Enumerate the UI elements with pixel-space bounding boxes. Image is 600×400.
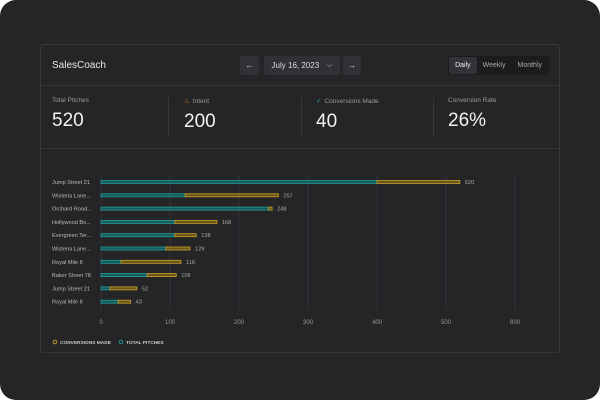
x-tick-label: 400 [372, 320, 383, 326]
x-tick-label: 0 [99, 320, 103, 326]
legend-label: TOTAL PITCHES [126, 340, 164, 346]
divider [41, 148, 559, 149]
x-tick-label: 300 [303, 320, 314, 326]
divider [301, 97, 302, 137]
category-label: Baker Street 78 [52, 273, 91, 279]
bar-total-label: 109 [181, 273, 190, 279]
bar-total-label: 520 [465, 180, 474, 186]
bar-total-pitches [100, 246, 167, 251]
prev-date-button[interactable]: ← [240, 56, 259, 75]
category-label: Orchard Road... [52, 207, 92, 213]
category-label: Jump Street 21 [52, 180, 90, 186]
category-label: Royal Mile 8 [52, 260, 83, 266]
flame-icon: ♨ [184, 98, 190, 105]
stat-value: 26% [448, 110, 487, 131]
stat-value: 520 [52, 110, 84, 131]
bar-chart: 0 100 200 300 400 500 600 Jump Street 21 520 Wist… [52, 175, 521, 346]
bar-total-label: 138 [201, 233, 210, 239]
bar-conversions [376, 180, 461, 184]
bar-conversions [109, 286, 138, 291]
period-toggle: Daily Weekly Monthly [448, 56, 549, 75]
bar-conversions [117, 299, 132, 304]
category-label: Jump Street 21 [52, 286, 90, 292]
stat-label: Total Pitches [52, 97, 89, 104]
bar-total-pitches [100, 193, 186, 198]
category-label: Wisteria Lane... [52, 193, 91, 199]
app-title: SalesCoach [52, 60, 106, 71]
bar-conversions [120, 259, 182, 264]
category-label: Hollywood Bo... [52, 220, 91, 226]
bar-total-label: 129 [195, 247, 204, 253]
chevron-down-icon: ⌵ [327, 61, 333, 69]
x-tick-label: 200 [234, 320, 245, 326]
divider [168, 97, 169, 137]
divider [41, 85, 559, 86]
bar-total-pitches [100, 273, 148, 277]
stat-label: Intent [192, 97, 210, 105]
x-tick-label: 100 [165, 320, 176, 326]
bar-total-pitches [100, 206, 270, 211]
stat-conversion-rate: Conversion Rate 26% [448, 97, 496, 137]
bar-total-pitches [100, 180, 378, 184]
category-label: Evergreen Ter... [52, 233, 92, 239]
category-label: Wisteria Lane... [52, 247, 91, 253]
bar-conversions [165, 246, 191, 251]
legend-label: CONVERSIONS MADE [60, 340, 112, 346]
x-tick-label: 600 [510, 320, 521, 326]
bar-total-label: 168 [222, 220, 231, 226]
stat-value: 200 [184, 111, 216, 132]
stat-total-pitches: Total Pitches 520 [52, 97, 89, 137]
bar-total-pitches [100, 233, 176, 238]
bar-conversions [146, 273, 177, 277]
bar-total-pitches [100, 299, 119, 304]
arrow-right-icon: → [348, 61, 356, 70]
bar-total-label: 43 [136, 300, 142, 306]
category-label: Royal Mile 8 [52, 300, 83, 306]
stat-label: Conversion Rate [448, 97, 497, 104]
check-icon: ✓ [316, 98, 322, 105]
stat-label: Conversions Made [324, 97, 379, 105]
arrow-left-icon: ← [245, 61, 254, 70]
bar-total-label: 248 [277, 207, 286, 213]
bar-total-label: 52 [142, 286, 148, 292]
stat-value: 40 [316, 111, 338, 132]
next-date-button[interactable]: → [343, 56, 361, 75]
legend-swatch-total [118, 339, 124, 345]
tab-daily[interactable]: Daily [449, 57, 477, 74]
date-picker[interactable]: July 16, 2023 ⌵ [264, 56, 340, 75]
stat-conversions: ✓ Conversions Made 40 [316, 97, 379, 137]
bar-total-pitches [100, 220, 176, 224]
bar-conversions [174, 233, 197, 238]
bar-conversions [174, 220, 218, 224]
bar-total-pitches [100, 286, 111, 291]
stat-intent: ♨ Intent 200 [184, 97, 216, 137]
legend-swatch-conversions [52, 339, 58, 345]
x-tick-label: 500 [441, 320, 452, 326]
bar-total-label: 116 [186, 260, 195, 266]
divider [433, 97, 434, 137]
tab-monthly[interactable]: Monthly [517, 62, 542, 69]
bar-conversions [184, 193, 279, 198]
tab-weekly[interactable]: Weekly [482, 62, 506, 69]
date-label: July 16, 2023 [271, 61, 320, 70]
dashboard-card: SalesCoach ← July 16, 2023 ⌵ → Daily Week… [40, 44, 560, 353]
bar-conversions [268, 206, 273, 211]
bar-total-label: 257 [283, 193, 292, 199]
bar-total-pitches [100, 259, 122, 264]
